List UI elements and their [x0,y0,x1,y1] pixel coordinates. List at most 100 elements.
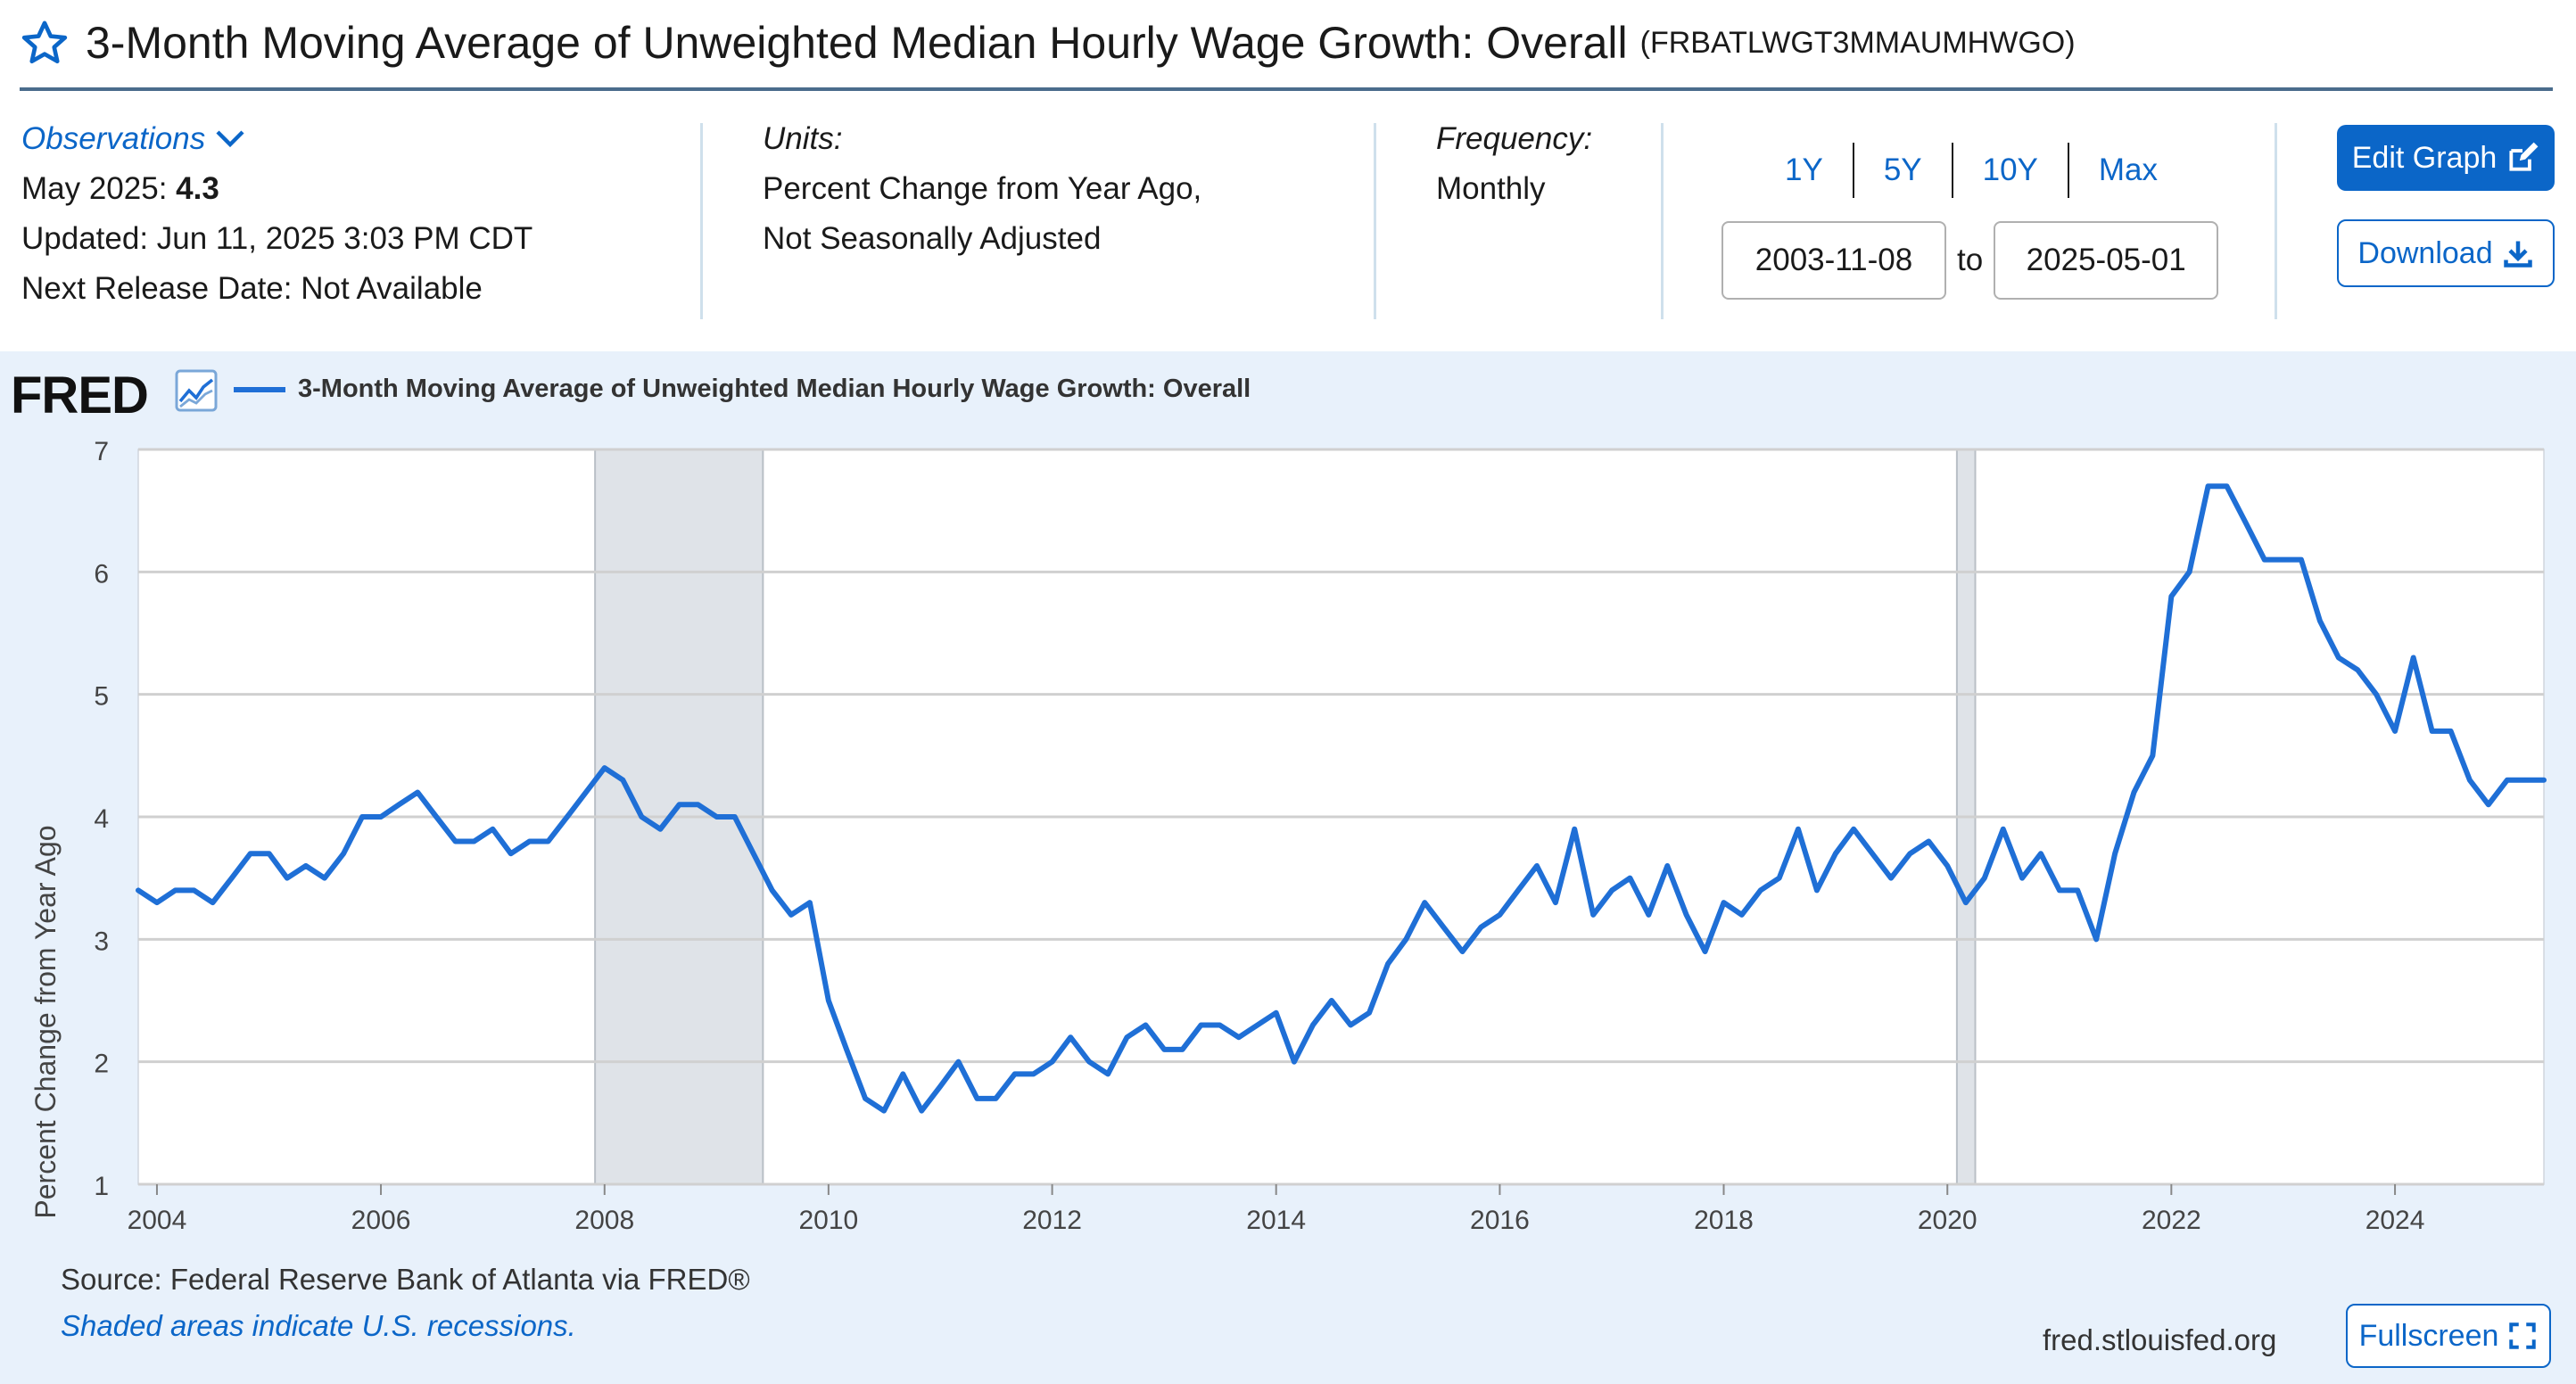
data-point [2541,778,2547,783]
range-1y-button[interactable]: 1Y [1755,143,1854,198]
y-tick-label: 6 [94,559,109,589]
data-point [1497,912,1503,918]
units-label: Units: [763,121,843,156]
fullscreen-icon [2509,1322,2537,1349]
start-date-input[interactable]: 2003-11-08 [1721,221,1946,300]
meta-divider [1374,123,1376,319]
data-point [1161,1047,1167,1052]
data-point [1385,961,1391,967]
data-point [322,876,327,881]
frequency-panel: Frequency: Monthly [1436,114,1592,214]
data-point [1459,949,1466,954]
data-point [583,789,589,795]
units-panel: Units: Percent Change from Year Ago, Not… [763,114,1201,264]
data-point [1721,900,1727,905]
y-tick-label: 4 [94,804,109,834]
data-point [2522,778,2528,783]
data-point [1292,1059,1297,1065]
range-5y-button[interactable]: 5Y [1854,143,1953,198]
data-point [1553,900,1558,905]
data-point [2093,936,2099,942]
meta-divider [700,123,703,319]
x-tick-label: 2010 [798,1206,858,1235]
updated-text: Updated: Jun 11, 2025 3:03 PM CDT [21,221,533,256]
data-point [1572,827,1577,832]
observations-label[interactable]: Observations [21,121,206,156]
data-point [751,851,756,856]
meta-divider [2275,123,2277,319]
data-point [2505,778,2510,783]
end-date-input[interactable]: 2025-05-01 [1994,221,2219,300]
y-axis-label: Percent Change from Year Ago [29,825,62,1218]
data-point [863,1096,868,1101]
data-point [527,838,533,844]
data-point [1329,998,1334,1003]
data-point [2281,557,2286,563]
range-max-button[interactable]: Max [2098,152,2159,187]
data-point [1702,949,1708,954]
data-point [303,863,309,869]
data-point [1982,876,1987,881]
data-point [2168,594,2174,599]
data-point [2336,655,2341,661]
data-point [490,827,496,832]
x-tick-label: 2008 [574,1206,634,1235]
series-group [136,483,2547,1114]
data-point [1870,851,1875,856]
download-button[interactable]: Download [2337,219,2555,287]
chevron-down-icon[interactable] [216,129,244,149]
graph-icon [175,369,218,412]
data-point [2243,520,2249,525]
fullscreen-button[interactable]: Fullscreen [2346,1304,2551,1368]
data-point [545,838,551,844]
frequency-value: Monthly [1436,171,1546,206]
data-point [2374,692,2379,697]
data-point [1664,863,1670,869]
observations-toggle[interactable]: Observations [21,114,533,164]
data-point [267,851,272,856]
chart[interactable]: 1 2 3 4 5 6 7 2004 2006 2008 2010 2012 2014 2016 2018… [0,351,2576,1243]
meta-divider [1661,123,1664,319]
y-axis: 1 2 3 4 5 6 7 [94,437,109,1201]
data-point [1739,912,1745,918]
data-point [2392,729,2398,734]
data-point [676,802,682,807]
to-label: to [1957,243,1984,277]
data-point [248,851,253,856]
data-point [1609,887,1614,894]
title-divider [20,87,2553,91]
range-10y-button[interactable]: 10Y [1953,143,2069,198]
data-point [2430,729,2435,734]
latest-observation: May 2025: 4.3 [21,164,533,214]
data-point [1366,1010,1372,1016]
data-point [2038,851,2043,856]
data-point [2205,483,2211,489]
data-point [1627,876,1633,881]
data-point [2019,876,2025,881]
data-point [1310,1022,1316,1028]
edit-graph-label: Edit Graph [2351,140,2498,175]
data-point [2075,887,2080,894]
x-tick-label: 2012 [1022,1206,1082,1235]
y-tick-label: 3 [94,927,109,956]
data-point [154,900,160,905]
data-point [2486,802,2491,807]
data-point [508,851,514,856]
chart-legend: 3-Month Moving Average of Unweighted Med… [234,375,1251,404]
obs-value: 4.3 [176,171,219,206]
edit-graph-button[interactable]: Edit Graph [2337,125,2555,191]
data-point [732,814,738,820]
data-point [2262,557,2267,563]
data-point [919,1108,924,1114]
star-icon[interactable] [20,18,70,68]
x-axis: 2004 2006 2008 2010 2012 2014 2016 2018 2020 2022… [128,1184,2424,1235]
data-point [359,814,365,820]
y-tick-label: 1 [94,1172,109,1201]
units-line-2: Not Seasonally Adjusted [763,221,1102,256]
data-point [1031,1071,1036,1076]
data-point [1478,925,1484,930]
data-point [1888,876,1894,881]
fred-url[interactable]: fred.stlouisfed.org [2043,1323,2277,1356]
date-range: 2003-11-08 to 2025-05-01 [1721,221,2219,300]
data-point [900,1071,905,1076]
